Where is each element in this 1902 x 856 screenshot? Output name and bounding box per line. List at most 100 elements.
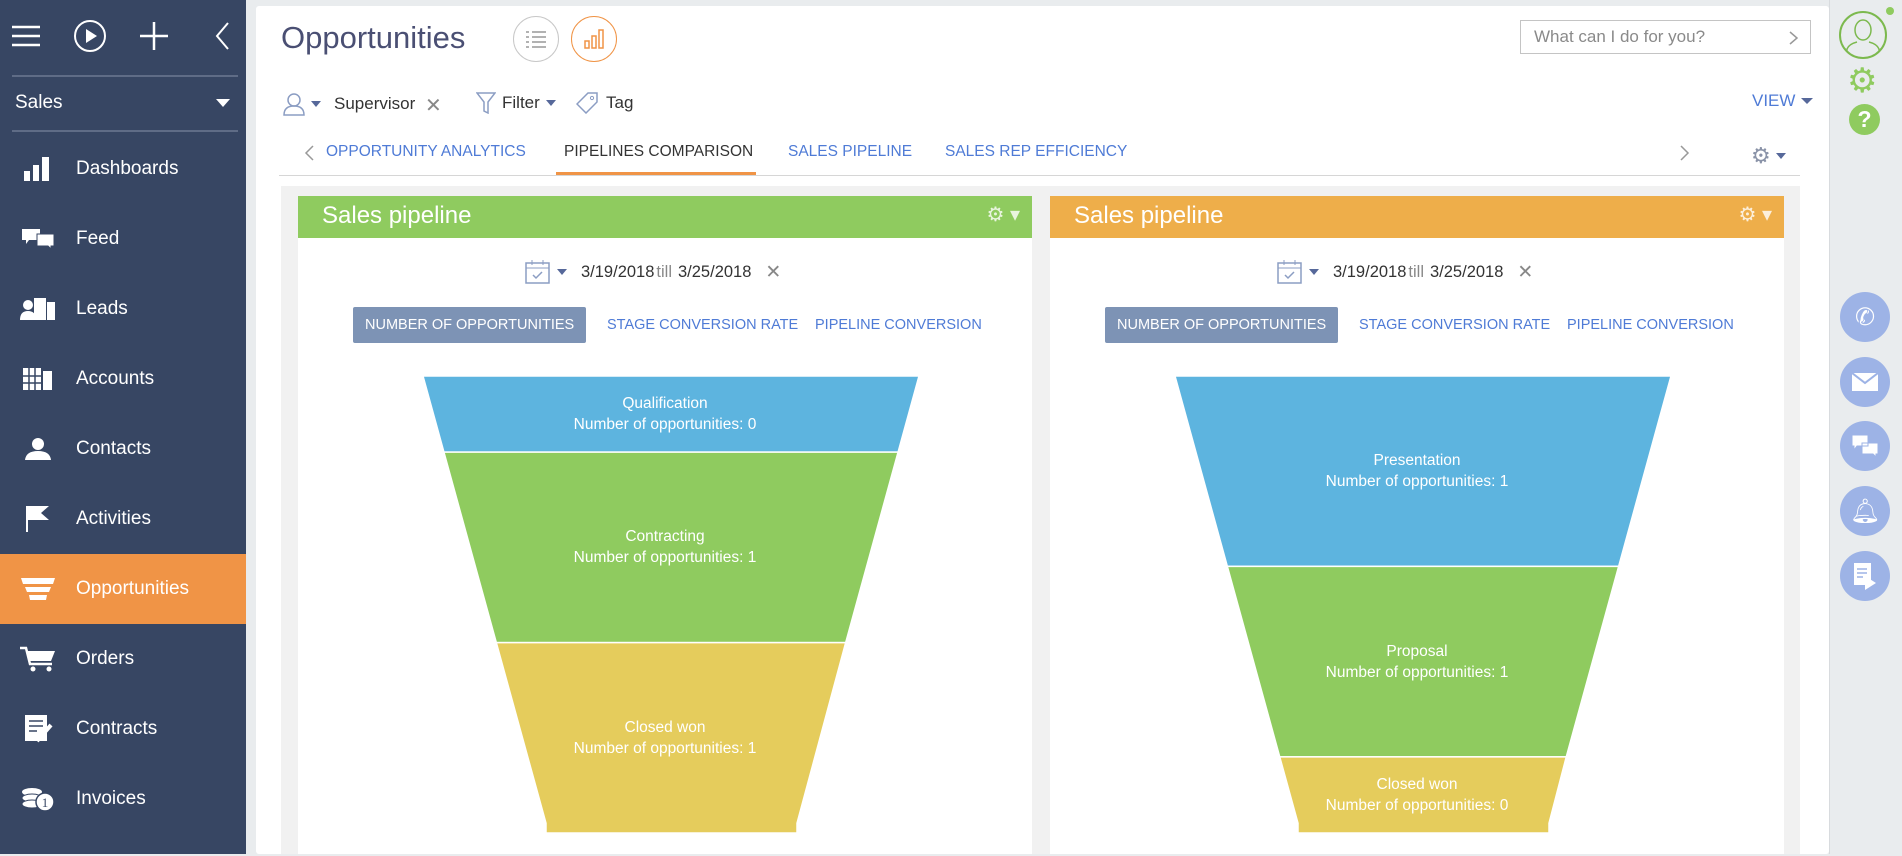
mode-stage-conversion-rate[interactable]: STAGE CONVERSION RATE (607, 317, 799, 333)
divider (12, 75, 238, 77)
online-status-dot (1886, 7, 1894, 15)
widget-settings-icon[interactable]: ⚙ ▾ (986, 204, 1020, 226)
mode-number-of-opportunities[interactable]: NUMBER OF OPPORTUNITIES (353, 307, 587, 343)
sidebar-item-leads[interactable]: Leads (0, 274, 246, 344)
till-label: till (656, 262, 672, 281)
caret-icon (545, 100, 556, 106)
sidebar-item-label: Accounts (76, 368, 155, 389)
view-button[interactable]: VIEW (1752, 91, 1814, 111)
sidebar-item-contracts[interactable]: Contracts (0, 694, 246, 764)
stage-value: Number of opportunities: 1 (1325, 473, 1509, 491)
stage-value: Number of opportunities: 1 (573, 739, 757, 757)
stage-value: Number of opportunities: 1 (1325, 663, 1509, 681)
mode-number-of-opportunities[interactable]: NUMBER OF OPPORTUNITIES (1105, 307, 1339, 343)
help-icon[interactable]: ? (1849, 104, 1880, 135)
process-log-icon (1854, 563, 1876, 590)
caret-icon[interactable] (1309, 269, 1319, 275)
leads-icon (0, 298, 76, 320)
clear-period-button[interactable]: ✕ (765, 261, 782, 283)
search-placeholder: What can I do for you? (1534, 27, 1706, 46)
date-from: 3/19/2018 (1333, 262, 1407, 281)
mode-pipeline-conversion[interactable]: PIPELINE CONVERSION (1567, 317, 1734, 333)
calendar-icon[interactable] (1277, 259, 1303, 285)
tabs-divider (279, 175, 1800, 176)
phone-icon: ✆ (1854, 303, 1876, 331)
building-icon (0, 368, 76, 390)
tabs-scroll-left-icon[interactable] (304, 145, 314, 161)
sidebar-item-label: Leads (76, 298, 128, 319)
command-search-input[interactable]: What can I do for you? (1520, 20, 1811, 54)
tabs-settings-button[interactable]: ⚙ (1751, 143, 1786, 169)
tag-button[interactable]: Tag (576, 92, 633, 114)
caret-icon (1801, 98, 1814, 104)
sidebar-item-label: Contacts (76, 438, 151, 459)
widget-settings-icon[interactable]: ⚙ ▾ (1738, 204, 1772, 226)
caret-icon (311, 101, 321, 107)
call-button[interactable]: ✆ (1840, 292, 1890, 342)
tab-sales-rep-efficiency[interactable]: SALES REP EFFICIENCY (945, 143, 1128, 160)
active-tab-indicator (556, 172, 756, 175)
add-icon[interactable] (136, 18, 172, 54)
list-view-button[interactable] (513, 16, 559, 62)
page-title: Opportunities (281, 20, 466, 55)
coins-icon: 1 (0, 786, 76, 812)
funnel-segment-label: Qualification Number of opportunities: 0 (298, 393, 1032, 435)
sidebar-item-opportunities[interactable]: Opportunities (0, 554, 246, 624)
period-filter: 3/19/2018 till 3/25/2018 ✕ (1277, 259, 1533, 285)
clear-period-button[interactable]: ✕ (1517, 261, 1534, 283)
sidebar-item-activities[interactable]: Activities (0, 484, 246, 554)
process-button[interactable] (1840, 551, 1890, 601)
tab-opportunity-analytics[interactable]: OPPORTUNITY ANALYTICS (326, 143, 526, 160)
sidebar-item-invoices[interactable]: 1 Invoices (0, 764, 246, 834)
collapse-icon[interactable] (204, 18, 240, 54)
funnel-segment-closed-won[interactable] (1278, 756, 1568, 834)
menu-icon[interactable] (8, 18, 44, 54)
chevron-down-icon (216, 99, 230, 107)
widget-header: Sales pipeline ⚙ ▾ (298, 196, 1032, 238)
tab-pipelines-comparison[interactable]: PIPELINES COMPARISON (564, 143, 754, 160)
stage-value: Number of opportunities: 0 (1325, 796, 1509, 814)
feed-button[interactable] (1840, 421, 1890, 471)
chat-icon (1851, 434, 1879, 458)
play-icon[interactable] (72, 18, 108, 54)
analytics-view-button[interactable] (571, 16, 617, 62)
widget-title: Sales pipeline (1074, 202, 1224, 229)
system-settings-icon[interactable]: ⚙ (1847, 62, 1878, 100)
stage-name: Closed won (1376, 775, 1458, 793)
date-to: 3/25/2018 (1430, 262, 1504, 281)
caret-icon[interactable] (557, 269, 567, 275)
sidebar: Sales Dashboards Feed Leads Accounts Contact… (0, 0, 246, 854)
funnel-chart (422, 376, 920, 834)
owner-filter[interactable] (283, 92, 321, 116)
user-avatar[interactable] (1839, 11, 1887, 59)
mode-pipeline-conversion[interactable]: PIPELINE CONVERSION (815, 317, 982, 333)
sidebar-item-label: Invoices (76, 788, 146, 809)
calendar-icon[interactable] (525, 259, 551, 285)
widget-title: Sales pipeline (322, 202, 472, 229)
sidebar-item-accounts[interactable]: Accounts (0, 344, 246, 414)
chat-icon (0, 228, 76, 250)
tabs-scroll-right-icon[interactable] (1680, 145, 1690, 161)
funnel-segment-label: Proposal Number of opportunities: 1 (1050, 641, 1784, 683)
workplace-select[interactable]: Sales (15, 90, 230, 116)
filter-button[interactable]: Filter (476, 92, 556, 114)
filter-label: Filter (502, 93, 540, 112)
tab-sales-pipeline[interactable]: SALES PIPELINE (788, 143, 913, 160)
sidebar-item-orders[interactable]: Orders (0, 624, 246, 694)
stage-name: Presentation (1373, 452, 1461, 470)
sidebar-item-dashboards[interactable]: Dashboards (0, 134, 246, 204)
gear-icon: ⚙ (1751, 143, 1771, 168)
notifications-button[interactable]: 🔔︎ (1840, 486, 1890, 536)
stage-name: Closed won (624, 718, 706, 736)
sidebar-item-feed[interactable]: Feed (0, 204, 246, 274)
sidebar-item-contacts[interactable]: Contacts (0, 414, 246, 484)
email-button[interactable] (1840, 357, 1890, 407)
sales-pipeline-widget: Sales pipeline ⚙ ▾ 3/19/2018 till 3/25/2018 ✕… (1050, 196, 1784, 854)
mode-stage-conversion-rate[interactable]: STAGE CONVERSION RATE (1359, 317, 1551, 333)
bar-chart-icon (0, 157, 76, 181)
flag-icon (0, 506, 76, 532)
profile-icon (1846, 19, 1880, 57)
funnel-segment-closed-won[interactable] (495, 641, 847, 834)
clear-owner-button[interactable]: ✕ (425, 95, 442, 117)
funnel-segment-label: Contracting Number of opportunities: 1 (298, 526, 1032, 568)
